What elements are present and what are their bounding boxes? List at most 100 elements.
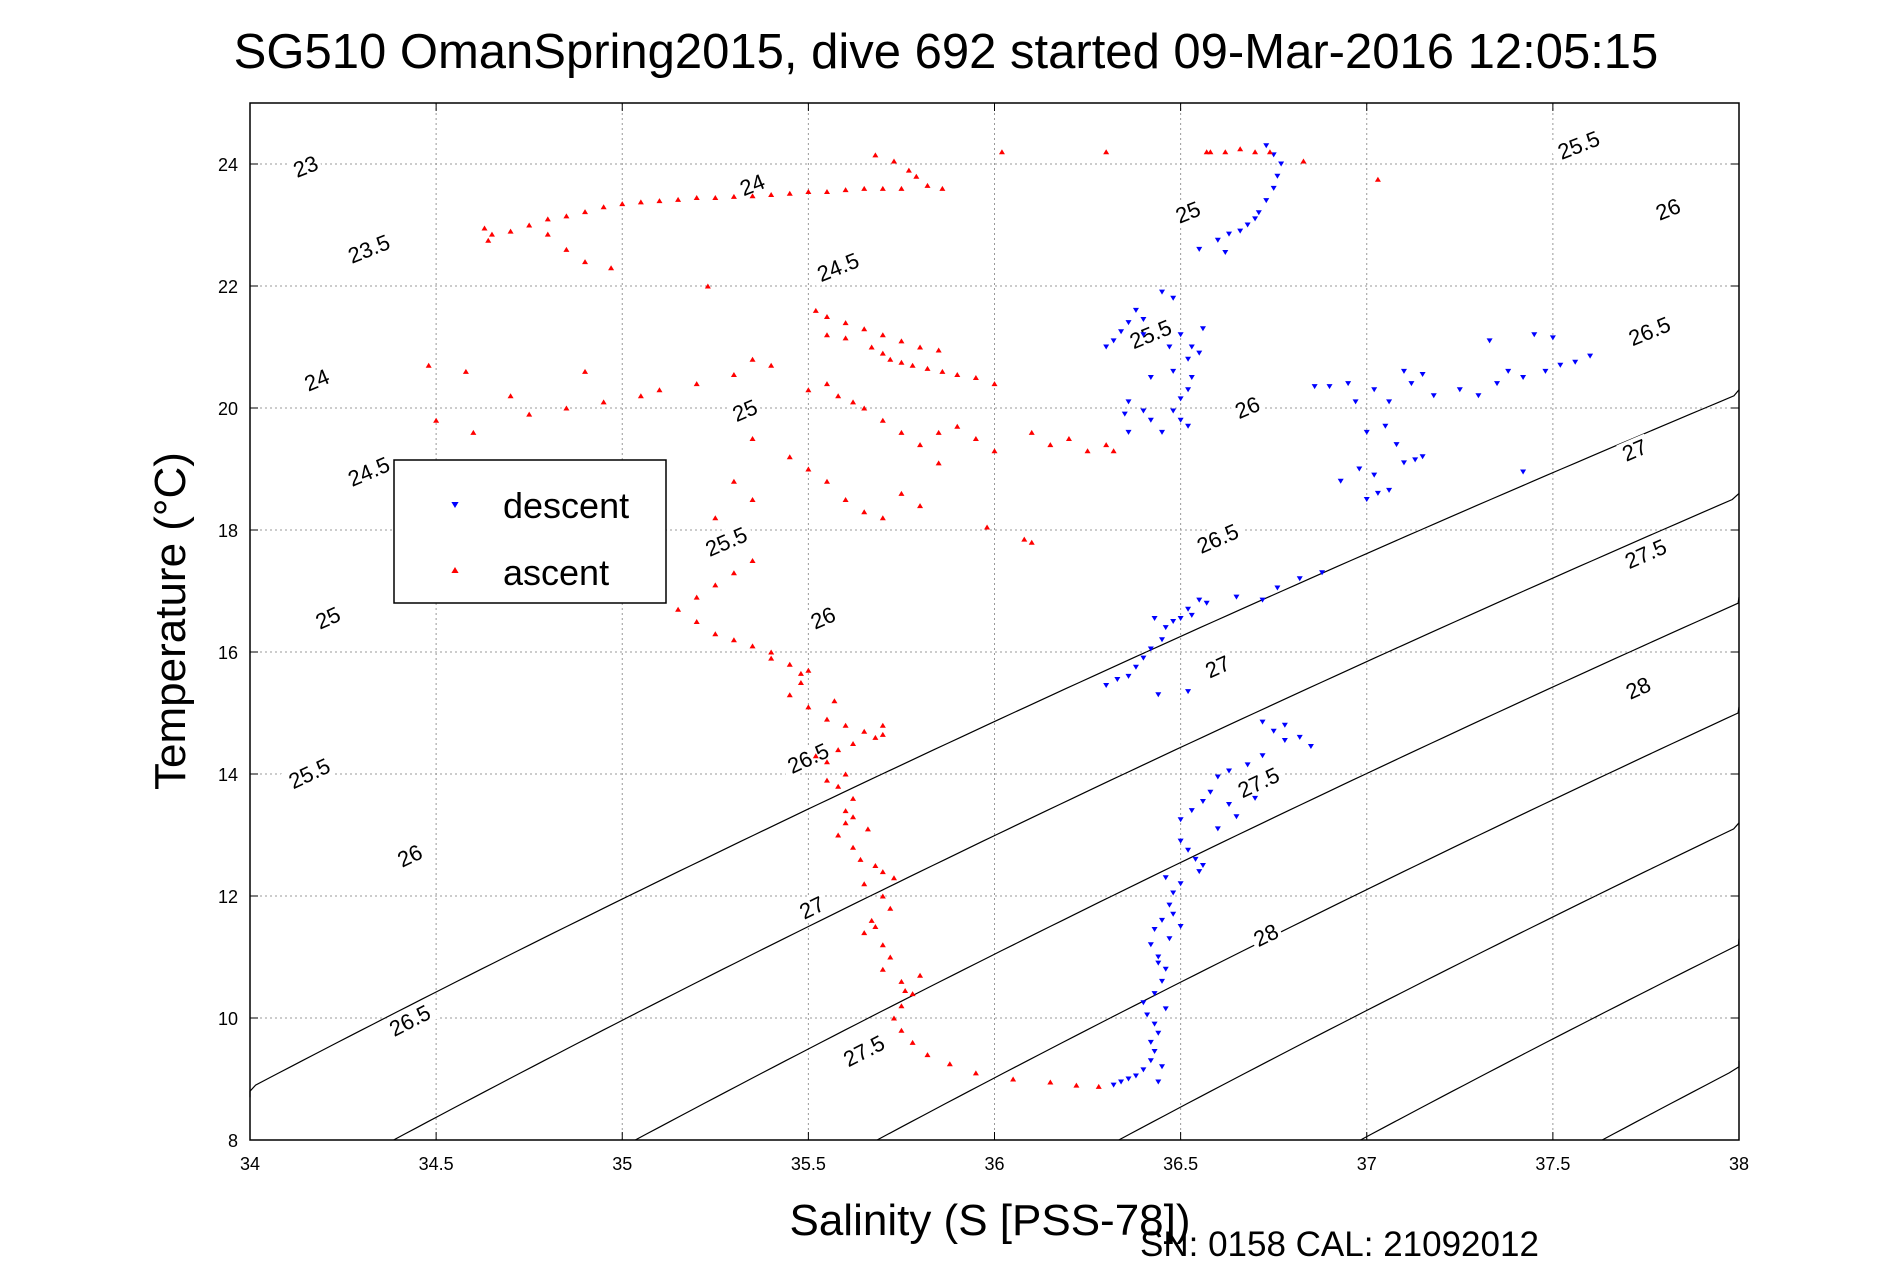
ascent-point: [842, 820, 849, 826]
ascent-point: [905, 167, 912, 173]
descent-point: [1185, 606, 1192, 612]
contour-label-group: 26: [391, 838, 428, 872]
contour-label-bg: [339, 228, 398, 269]
legend-marker-ascent: [451, 567, 459, 573]
ascent-point: [768, 649, 775, 655]
ascent-point: [582, 368, 589, 374]
descent-point: [1531, 332, 1538, 338]
descent-point: [1159, 429, 1166, 435]
ascent-point: [842, 808, 849, 814]
descent-point: [1177, 615, 1184, 621]
descent-point: [1237, 228, 1244, 234]
y-axis-ticks: 8 10 12 14 16 18 20 22 24: [218, 155, 1739, 1151]
descent-point: [1147, 646, 1154, 652]
ascent-point: [879, 332, 886, 338]
ascent-point: [861, 509, 868, 515]
contour-label-bg: [380, 998, 439, 1043]
descent-point: [1274, 585, 1281, 591]
descent-point: [1151, 991, 1158, 997]
grid-lines: [250, 103, 1739, 1140]
descent-point: [1188, 375, 1195, 380]
ascent-point: [563, 246, 570, 252]
descent-point: [1151, 1021, 1158, 1027]
ascent-point: [805, 667, 812, 673]
descent-point: [1147, 417, 1154, 423]
descent-point: [1371, 472, 1378, 478]
contour-label-group: 23.5: [339, 228, 398, 269]
contour-label-bg: [808, 246, 867, 288]
ascent-point: [1028, 429, 1035, 435]
ascent-point: [425, 362, 432, 368]
descent-point: [1170, 619, 1177, 624]
descent-point: [1155, 692, 1162, 698]
contour-label-group: 27.5: [834, 1028, 893, 1073]
ascent-point: [730, 570, 737, 576]
ascent-point: [637, 393, 644, 399]
y-tick-label: 8: [228, 1131, 238, 1151]
descent-point: [1103, 344, 1110, 350]
descent-point: [1393, 442, 1400, 448]
x-axis-ticks: 34 34.5 35 35.5 36 36.5 37 37.5 38: [240, 103, 1749, 1174]
contour-line-23_5: [393, 492, 1740, 1141]
descent-point: [1159, 917, 1166, 923]
contour-label-group: 26.5: [1188, 517, 1247, 560]
ascent-point: [872, 734, 879, 740]
contour-label: 28: [1249, 919, 1282, 952]
ascent-point: [637, 199, 644, 205]
ascent-point: [470, 429, 477, 435]
ascent-point: [917, 344, 924, 350]
legend-label-ascent: ascent: [503, 552, 609, 593]
contour-label-group: 26: [1649, 193, 1686, 225]
legend-box: [393, 459, 667, 604]
descent-point: [1319, 570, 1326, 576]
contour-label-bg: [804, 601, 842, 634]
ascent-point: [857, 856, 864, 862]
ascent-point: [704, 283, 711, 289]
contour-label: 26: [393, 839, 426, 872]
chart-title: SG510 OmanSpring2015, dive 692 started 0…: [234, 25, 1659, 79]
contour-label-bg: [1199, 650, 1236, 683]
ascent-point: [984, 524, 991, 530]
ascent-point: [823, 188, 830, 194]
y-tick-label: 10: [218, 1009, 238, 1029]
descent-point: [1296, 576, 1303, 582]
ascent-point: [939, 185, 946, 191]
ascent-point: [917, 503, 924, 509]
descent-point: [1549, 335, 1556, 341]
descent-point: [1121, 411, 1128, 417]
ascent-point: [600, 399, 607, 405]
contour-label-group: 25.5: [696, 520, 756, 563]
descent-point: [1203, 600, 1210, 606]
descent-point: [1140, 332, 1147, 338]
ascent-point: [935, 347, 942, 353]
descent-point: [1177, 417, 1184, 423]
contour-label: 27: [1201, 650, 1234, 683]
contour-line-25_5: [1360, 938, 1740, 1141]
ascent-point: [730, 193, 737, 199]
ascent-point: [544, 231, 551, 237]
descent-point: [1140, 1067, 1147, 1073]
ascent-point: [656, 387, 663, 393]
x-tick-label: 34.5: [419, 1154, 454, 1174]
ascent-point: [1203, 149, 1210, 155]
contour-label: 25: [312, 602, 345, 635]
ascent-point: [868, 917, 875, 923]
descent-point: [1270, 728, 1277, 734]
descent-point: [1386, 399, 1393, 405]
descent-point: [1475, 393, 1482, 399]
ascent-point: [954, 423, 961, 429]
ascent-point: [835, 393, 842, 399]
descent-point: [1188, 808, 1195, 814]
descent-point: [1132, 1073, 1139, 1079]
ascent-point: [850, 399, 857, 405]
descent-point: [1196, 869, 1203, 875]
descent-point: [1281, 722, 1288, 728]
descent-point: [1125, 399, 1132, 405]
contour-label-bg: [1121, 313, 1180, 355]
ascent-point: [768, 362, 775, 368]
descent-point: [1419, 454, 1426, 460]
descent-point: [1572, 359, 1579, 365]
descent-point: [1114, 676, 1121, 682]
descent-point: [1147, 375, 1154, 380]
descent-point: [1226, 768, 1233, 774]
